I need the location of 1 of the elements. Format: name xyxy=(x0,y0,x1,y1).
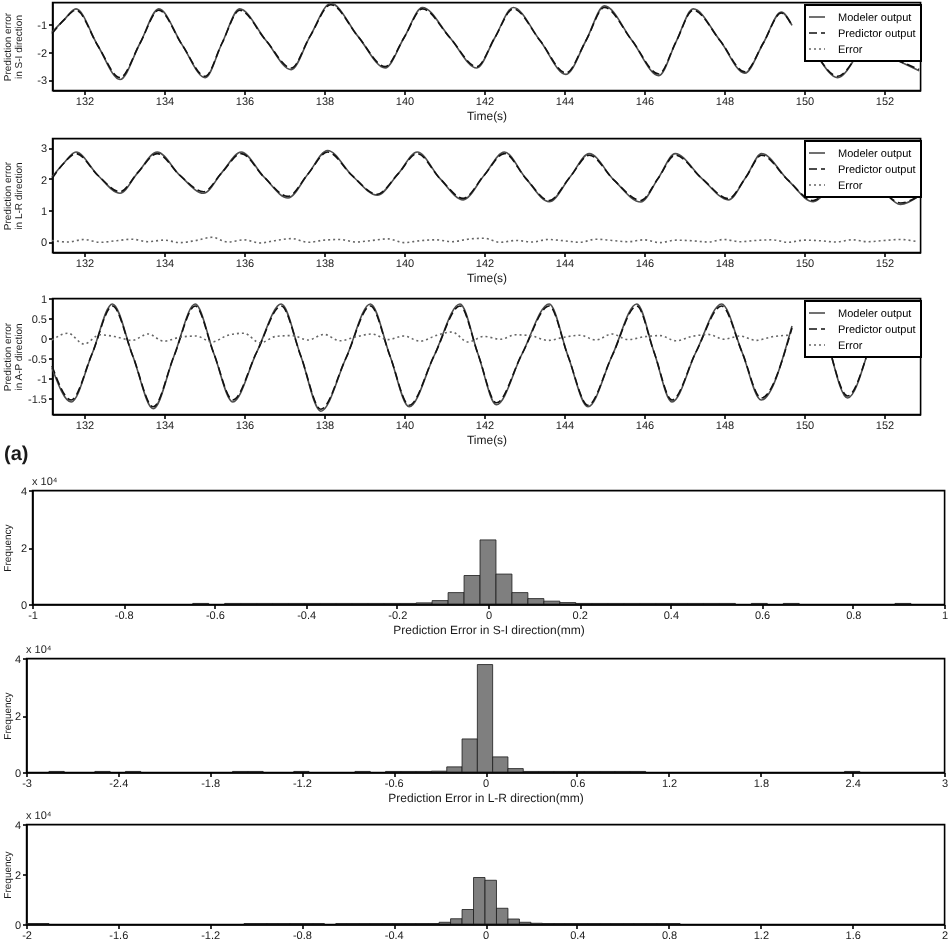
text: (a) xyxy=(4,444,29,466)
